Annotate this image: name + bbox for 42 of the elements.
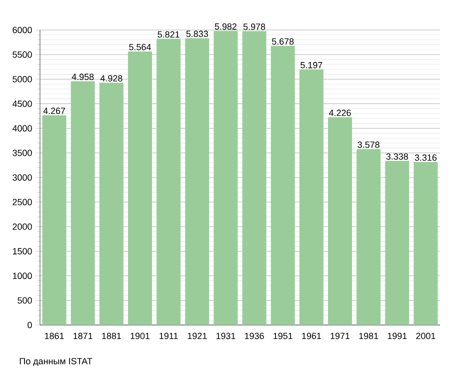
x-tick-label: 1921 <box>188 332 207 340</box>
data-label: 5.564 <box>129 44 151 50</box>
x-tick-label: 1931 <box>216 332 236 340</box>
data-label: 5.821 <box>158 31 180 38</box>
x-tick-label: 1961 <box>302 332 321 340</box>
x-tick-label: 1981 <box>359 332 378 340</box>
data-label: 4.226 <box>328 110 351 116</box>
data-label: 5.833 <box>186 30 208 38</box>
y-tick-label: 500 <box>18 297 32 304</box>
x-tick-label: 1861 <box>45 332 64 340</box>
data-label: 3.578 <box>358 142 380 148</box>
data-label: 4.928 <box>100 75 122 82</box>
y-tick-label: 4000 <box>12 125 32 132</box>
y-tick-label: 1000 <box>12 272 32 280</box>
y-tick-label: 1500 <box>12 248 32 254</box>
y-tick-label: 5500 <box>12 51 32 58</box>
x-tick-label: 1971 <box>330 332 350 340</box>
x-tick-label: 1991 <box>388 332 407 340</box>
y-tick-label: 2000 <box>12 223 32 230</box>
x-tick-label: 1881 <box>102 332 121 340</box>
y-tick-label: 5000 <box>12 76 32 82</box>
x-tick-label: 1936 <box>245 332 264 340</box>
y-tick-label: 2500 <box>12 198 32 206</box>
data-label: 3.316 <box>414 154 437 161</box>
y-tick-label: 6000 <box>12 26 32 34</box>
y-tick-label: 3500 <box>12 150 32 156</box>
x-tick-label: 1951 <box>274 332 292 340</box>
data-label: 5.678 <box>272 38 294 45</box>
data-label: 3.338 <box>386 153 408 160</box>
x-tick-label: 2001 <box>416 332 436 340</box>
y-tick-label: 4500 <box>12 100 32 107</box>
data-label: 4.267 <box>43 108 66 114</box>
x-tick-label: 1901 <box>130 332 150 340</box>
x-tick-label: 1871 <box>74 332 92 340</box>
data-label: 5.197 <box>300 62 322 68</box>
x-tick-label: 1911 <box>160 332 178 340</box>
data-label: 4.958 <box>72 74 94 80</box>
data-label: 5.982 <box>214 23 236 30</box>
text: По данным ISTAT <box>20 358 92 366</box>
y-tick-label: 3000 <box>12 174 32 181</box>
y-tick-label: 0 <box>28 322 32 328</box>
data-label: 5.978 <box>243 24 266 30</box>
